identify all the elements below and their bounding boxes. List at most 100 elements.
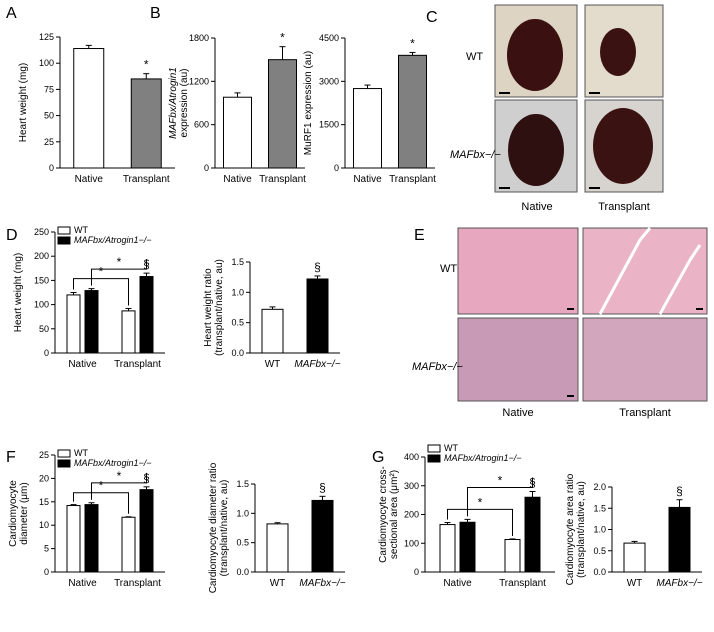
- bar: [130, 78, 162, 169]
- x-tick-label: Transplant: [389, 174, 436, 185]
- y-tick-label: 0: [334, 163, 339, 173]
- y-tick-label: 150: [34, 275, 49, 285]
- y-tick-label: 100: [404, 538, 419, 548]
- bar: [353, 88, 382, 169]
- row-label: MAFbx−/−: [412, 361, 463, 373]
- y-axis-label-line: sectional area (μm²): [389, 470, 400, 559]
- micrograph: [457, 227, 579, 315]
- x-tick-label: WT: [265, 359, 281, 370]
- y-axis-label-line: diameter (μm): [19, 482, 30, 544]
- y-tick-label: 50: [44, 111, 54, 121]
- x-tick-label: WT: [627, 578, 643, 589]
- x-tick-label: Transplant: [114, 359, 161, 370]
- x-tick-label: Transplant: [499, 578, 546, 589]
- y-axis-label-line: (transplant/native, au): [576, 481, 587, 578]
- y-axis-label-line: MAFbx/Atrogin1: [168, 67, 179, 139]
- heart: [507, 19, 563, 91]
- x-tick-label: MAFbx−/−: [299, 578, 345, 589]
- panel-letter: A: [6, 5, 17, 22]
- row-label: WT: [440, 263, 457, 275]
- y-axis-label: Heart weight (mg): [18, 63, 29, 142]
- heart: [593, 108, 653, 184]
- bar: [623, 542, 646, 573]
- bar: [139, 489, 154, 573]
- y-tick-label: 1.5: [231, 257, 244, 267]
- y-axis-label-line: (transplant/native, au): [219, 480, 230, 577]
- y-tick-label: 1.0: [231, 287, 244, 297]
- panel-letter: F: [6, 449, 16, 466]
- y-axis-label: MAFbx/Atrogin1expression (au): [168, 67, 190, 139]
- bracket: [91, 472, 147, 500]
- legend-swatch: [57, 226, 71, 235]
- x-tick-label: Transplant: [114, 578, 161, 589]
- x-tick-label: Transplant: [123, 174, 170, 185]
- x-tick-label: MAFbx−/−: [294, 359, 340, 370]
- legend-label: WT: [74, 448, 88, 458]
- col-label: Native: [502, 407, 533, 419]
- bar: [66, 505, 81, 573]
- y-tick-label: 0: [414, 567, 419, 577]
- y-axis-label-line: Cardiomyocyte cross-: [378, 466, 389, 563]
- legend-label: WT: [444, 443, 458, 453]
- y-tick-label: 0.5: [236, 538, 249, 548]
- bar: [504, 539, 521, 573]
- bar: [84, 290, 99, 354]
- y-tick-label: 0.5: [593, 546, 606, 556]
- x-tick-label: Native: [75, 174, 104, 185]
- y-axis-label-line: expression (au): [179, 69, 190, 138]
- y-tick-label: 20: [39, 473, 49, 483]
- x-tick-label: Native: [68, 578, 97, 589]
- panel-letter: G: [372, 449, 384, 466]
- y-tick-label: 600: [194, 120, 209, 130]
- heart: [600, 28, 636, 76]
- legend-label: MAFbx/Atrogin1−/−: [444, 453, 522, 463]
- y-tick-label: 0.0: [231, 348, 244, 358]
- bar: [524, 496, 541, 573]
- y-tick-label: 25: [44, 137, 54, 147]
- bracket-marker: *: [117, 255, 122, 269]
- bar: [668, 506, 691, 573]
- bar: [398, 54, 427, 169]
- y-tick-label: 25: [39, 450, 49, 460]
- y-axis-label-line: MuRF1 expression (au): [303, 51, 314, 155]
- y-tick-label: 1.0: [593, 525, 606, 535]
- legend-label: MAFbx/Atrogin1−/−: [74, 458, 152, 468]
- y-tick-label: 0: [44, 567, 49, 577]
- legend-label: MAFbx/Atrogin1−/−: [74, 235, 152, 245]
- y-axis-label: Cardiomyocyte area ratio(transplant/nati…: [565, 473, 587, 585]
- panel-letter: E: [414, 227, 425, 244]
- significance-marker: *: [144, 58, 149, 72]
- significance-marker: *: [410, 36, 415, 50]
- y-tick-label: 15: [39, 497, 49, 507]
- y-tick-label: 3000: [319, 76, 339, 86]
- bar: [73, 48, 105, 169]
- y-tick-label: 1.5: [593, 503, 606, 513]
- bar: [266, 523, 289, 573]
- x-tick-label: WT: [270, 578, 286, 589]
- y-tick-label: 10: [39, 520, 49, 530]
- significance-marker: *: [280, 31, 285, 45]
- bar: [261, 308, 284, 354]
- bracket-marker: *: [498, 474, 503, 488]
- bracket: [447, 508, 513, 536]
- y-tick-label: 5: [44, 544, 49, 554]
- col-label: Transplant: [619, 407, 671, 419]
- y-axis-label-line: Cardiomyocyte: [8, 480, 19, 547]
- y-tick-label: 0: [49, 163, 54, 173]
- panel-letter: D: [6, 227, 18, 244]
- bracket: [73, 278, 129, 306]
- y-tick-label: 1.0: [236, 508, 249, 518]
- micrograph: [582, 227, 708, 315]
- x-tick-label: Native: [353, 174, 382, 185]
- y-tick-label: 1800: [189, 33, 209, 43]
- bar: [311, 499, 334, 573]
- bar: [306, 278, 329, 354]
- y-axis-label: Cardiomyocyte diameter ratio(transplant/…: [208, 462, 230, 593]
- y-tick-label: 0.0: [236, 567, 249, 577]
- bar: [139, 276, 154, 354]
- x-tick-label: Native: [223, 174, 252, 185]
- y-tick-label: 400: [404, 452, 419, 462]
- bracket: [73, 492, 129, 514]
- bar: [121, 310, 136, 354]
